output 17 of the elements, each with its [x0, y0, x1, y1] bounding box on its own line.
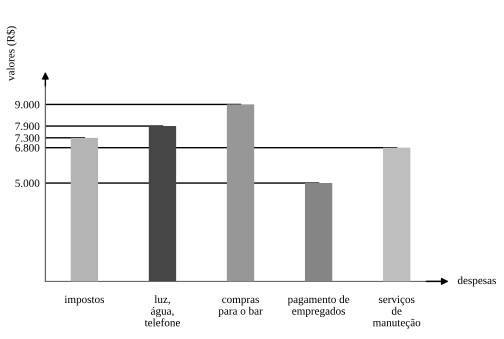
bar: [383, 148, 410, 282]
x-tick-label: luz, água, telefone: [144, 295, 180, 326]
bar: [304, 183, 332, 282]
bar: [226, 104, 254, 282]
y-tick-label: 7.300: [16, 134, 40, 142]
y-tick-label: 9.000: [15, 100, 40, 108]
y-tick-label: 7.900: [16, 122, 40, 130]
x-tick-label: impostos: [64, 296, 104, 306]
bar: [70, 138, 98, 282]
y-tick-label: 5.000: [15, 180, 40, 188]
y-axis-title: valores (R$): [6, 26, 17, 81]
x-tick-label: pagamento de empregados: [288, 295, 350, 318]
bar: [148, 126, 176, 282]
y-tick-label: 6.800: [15, 144, 40, 152]
x-tick-label: serviços de manuteção: [372, 296, 420, 329]
x-axis-title: despesas: [458, 276, 496, 286]
x-tick-label: compras para o bar: [218, 298, 263, 317]
